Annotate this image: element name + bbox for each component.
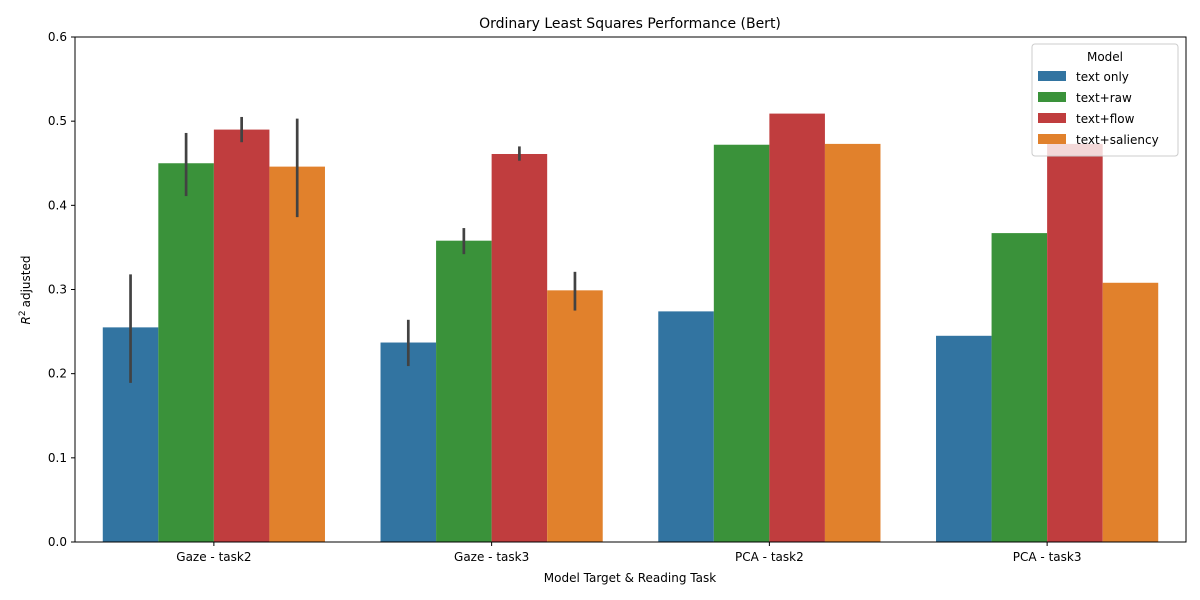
bar-text-raw-0	[158, 163, 214, 542]
legend-label: text+flow	[1076, 112, 1135, 126]
bar-text-saliency-0	[269, 166, 325, 542]
y-tick-label: 0.6	[48, 30, 67, 44]
legend-label: text+saliency	[1076, 133, 1159, 147]
legend-label: text+raw	[1076, 91, 1132, 105]
legend-swatch	[1038, 113, 1066, 123]
legend-swatch	[1038, 134, 1066, 144]
legend-swatch	[1038, 71, 1066, 81]
bar-text-flow-2	[769, 113, 825, 542]
bar-text-saliency-3	[1102, 282, 1159, 542]
chart-title: Ordinary Least Squares Performance (Bert…	[479, 16, 781, 32]
plot-area: 0.0 0.1 0.2 0.3 0.4 0.5 0.6 Gaze - task2 Gaze - …	[48, 30, 1187, 564]
bar-text-raw-3	[991, 233, 1048, 542]
y-axis-label-symbol: R	[19, 316, 33, 324]
bar-text-raw-1	[436, 240, 492, 542]
bar-text-only-3	[936, 335, 992, 542]
legend-swatch	[1038, 92, 1066, 102]
y-tick-label: 0.5	[48, 114, 67, 128]
y-axis-label-text: adjusted	[19, 256, 33, 308]
bar-text-flow-3	[1047, 143, 1103, 542]
legend-label: text only	[1076, 70, 1129, 84]
x-tick-label: PCA - task2	[735, 550, 804, 564]
y-tick-label: 0.0	[48, 535, 67, 549]
bar-text-flow-1	[491, 153, 548, 542]
bar-text-only-2	[658, 311, 714, 542]
bar-text-raw-2	[713, 144, 770, 542]
y-tick-label: 0.3	[48, 283, 67, 297]
y-tick-label: 0.2	[48, 367, 67, 381]
bar-text-only-1	[380, 342, 437, 542]
x-axis-label: Model Target & Reading Task	[544, 571, 716, 585]
y-tick-label: 0.4	[48, 198, 67, 212]
y-tick-label: 0.1	[48, 451, 67, 465]
x-tick-label: Gaze - task3	[454, 550, 529, 564]
y-axis-label: R2 adjusted	[18, 256, 33, 325]
legend-title: Model	[1087, 50, 1123, 64]
legend: Model text only text+raw text+flow text+sali…	[1031, 43, 1179, 157]
bar-text-saliency-1	[547, 290, 603, 542]
x-tick-label: Gaze - task2	[176, 550, 251, 564]
bar-text-saliency-2	[824, 143, 881, 542]
bar-text-flow-0	[213, 129, 270, 543]
legend-box	[1031, 43, 1179, 157]
x-tick-label: PCA - task3	[1013, 550, 1082, 564]
y-axis-label-superscript: 2	[18, 310, 28, 316]
